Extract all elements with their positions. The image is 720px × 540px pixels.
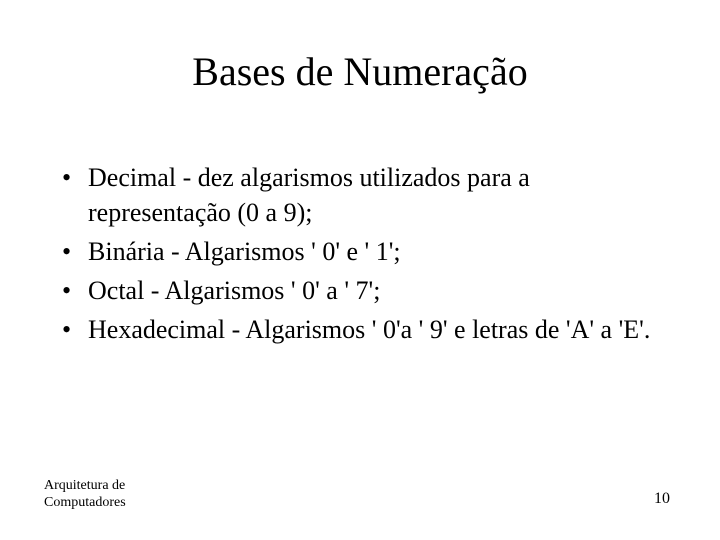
- bullet-item: Binária - Algarismos ' 0' e ' 1';: [60, 234, 660, 269]
- footer-course-name: Arquitetura de Computadores: [44, 478, 164, 512]
- slide: Bases de Numeração Decimal - dez algaris…: [0, 0, 720, 540]
- bullet-list: Decimal - dez algarismos utilizados para…: [60, 160, 660, 351]
- bullet-item: Decimal - dez algarismos utilizados para…: [60, 160, 660, 230]
- bullet-item: Octal - Algarismos ' 0' a ' 7';: [60, 273, 660, 308]
- bullet-item: Hexadecimal - Algarismos ' 0'a ' 9' e le…: [60, 312, 660, 347]
- slide-title: Bases de Numeração: [0, 48, 720, 95]
- page-number: 10: [654, 490, 670, 508]
